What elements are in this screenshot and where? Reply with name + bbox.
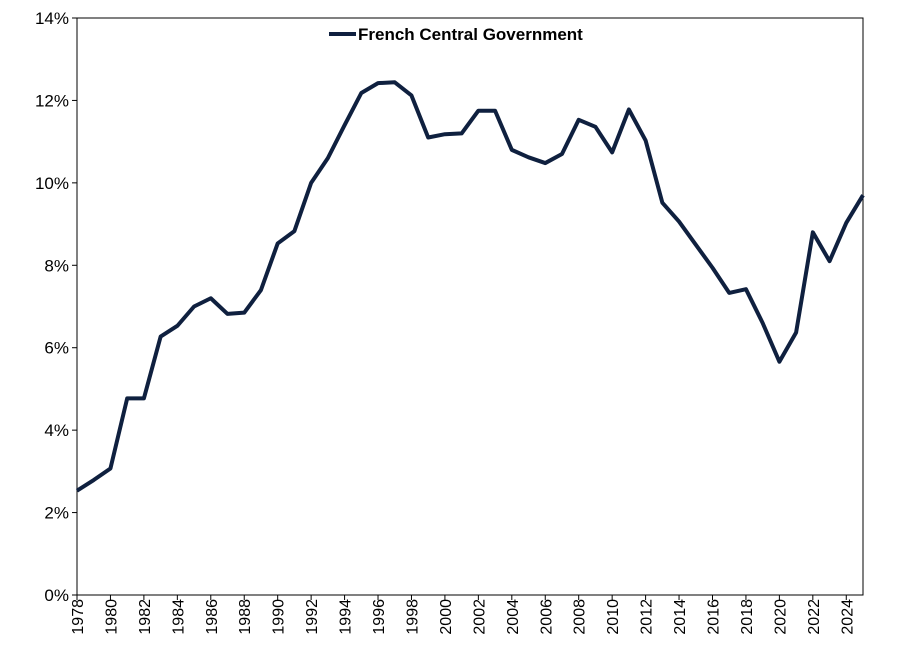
x-tick-label: 1998 [404,599,421,635]
series-line-0 [75,80,865,493]
x-tick-label: 1980 [103,599,120,635]
series-layer [75,80,865,493]
x-tick-label: 2018 [739,599,756,635]
x-tick-label: 2006 [538,599,555,635]
x-tick-label: 2000 [438,599,455,635]
y-tick-label: 6% [44,339,69,358]
x-tick-label: 2016 [705,599,722,635]
x-tick-label: 1988 [237,599,254,635]
x-tick-label: 2022 [806,599,823,635]
plot-frame [76,17,864,596]
x-tick-label: 1978 [70,599,87,635]
x-tick-label: 1984 [170,599,187,635]
y-axis: 0% 2% 4% 6% 8% 10% 12% 14% [35,9,77,605]
x-tick-label: 1996 [371,599,388,635]
x-axis: 1978 1980 1982 1984 1986 1988 1990 1992 1994 1996… [70,595,856,635]
legend: French Central Government [329,25,583,44]
x-tick-label: 2024 [839,599,856,635]
legend-label: French Central Government [358,25,583,44]
x-tick-label: 1992 [304,599,321,635]
x-tick-label: 2004 [505,599,522,635]
plot-border [76,17,864,596]
y-tick-label: 0% [44,586,69,605]
x-tick-label: 1990 [271,599,288,635]
x-tick-label: 2010 [605,599,622,635]
x-tick-label: 2002 [471,599,488,635]
x-tick-label: 1986 [204,599,221,635]
y-tick-label: 12% [35,91,69,110]
x-tick-label: 2012 [639,599,656,635]
x-tick-label: 2020 [772,599,789,635]
x-tick-label: 2014 [672,599,689,635]
x-tick-label: 1994 [338,599,355,635]
y-tick-label: 2% [44,504,69,523]
x-tick-label: 2008 [572,599,589,635]
y-tick-label: 14% [35,9,69,28]
y-tick-label: 8% [44,256,69,275]
x-tick-label: 1982 [137,599,154,635]
y-tick-label: 10% [35,174,69,193]
y-tick-label: 4% [44,421,69,440]
